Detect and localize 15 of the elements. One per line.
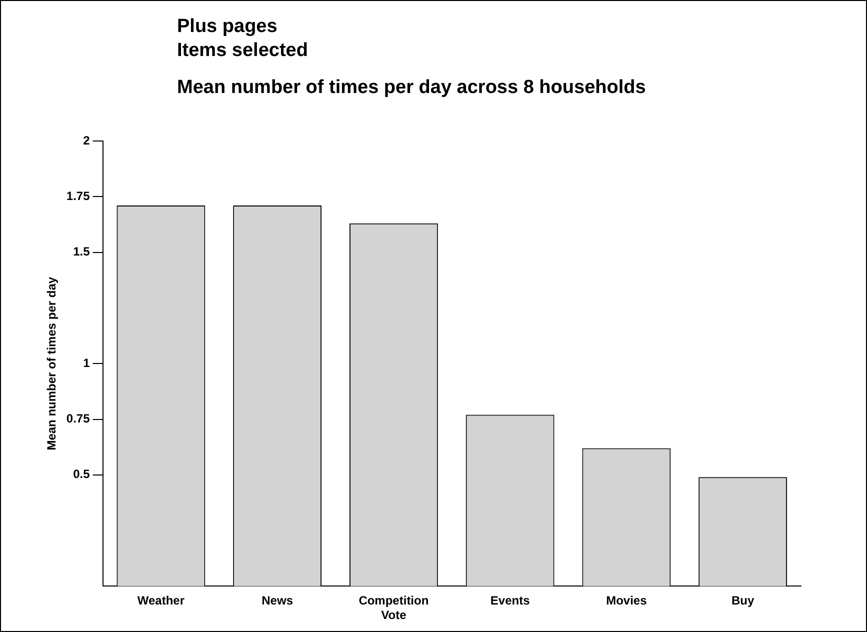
y-tick-label: 1.5	[73, 244, 90, 259]
x-tick-label: Buy	[731, 594, 754, 608]
x-tick-label: Events	[490, 594, 530, 608]
chart-subtitle: Mean number of times per day across 8 households	[177, 77, 646, 99]
y-tick-label: 0.75	[66, 412, 90, 426]
x-tick-label: Weather	[137, 594, 185, 608]
y-axis-title: Mean number of times per day	[44, 276, 59, 450]
y-tick-label: 1.75	[66, 188, 90, 203]
y-tick-label: 2	[83, 133, 90, 148]
y-tick-label: 1	[83, 356, 90, 370]
x-tick-label: Competition Vote	[358, 594, 429, 622]
x-tick-label: News	[262, 594, 294, 608]
x-tick-label: Movies	[606, 594, 648, 608]
y-tick-label: 0.5	[73, 467, 90, 482]
chart-title: Plus pages Items selected	[177, 15, 308, 63]
